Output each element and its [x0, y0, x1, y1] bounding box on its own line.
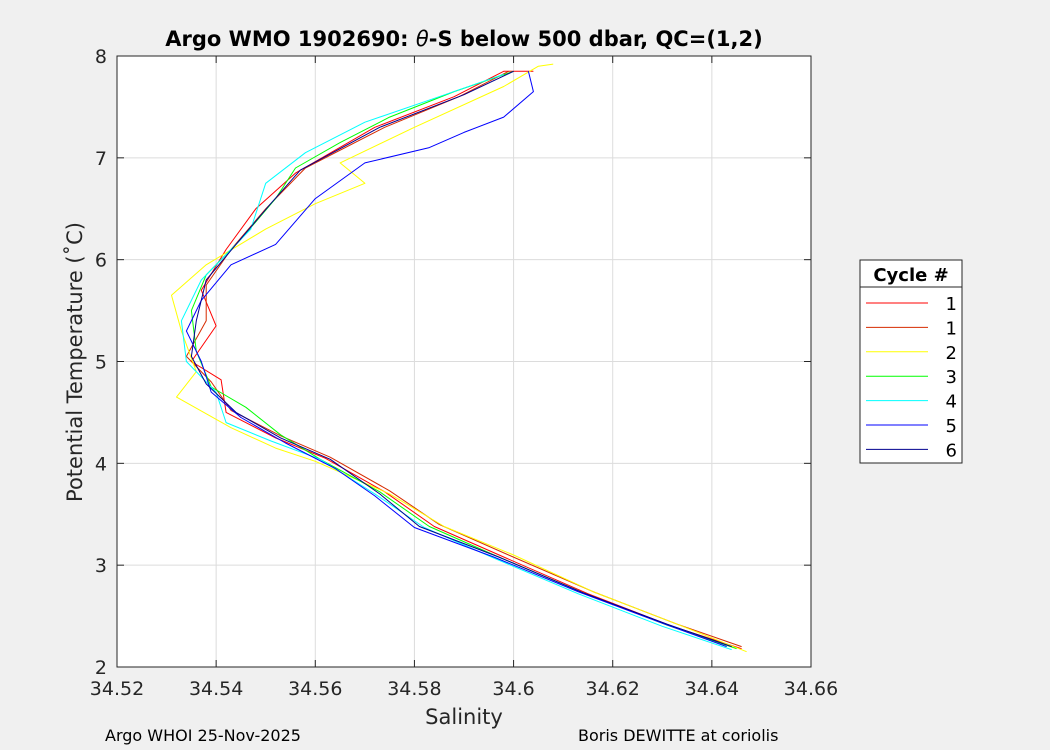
legend-label: 5 [946, 416, 957, 437]
x-tick-label: 34.66 [784, 678, 838, 700]
series-line-cycle-1-0 [190, 70, 742, 650]
series-line-cycle-5-5 [185, 71, 727, 648]
y-tick-label: 5 [95, 352, 107, 374]
series-line-cycle-1-1 [185, 70, 742, 648]
y-tick-label: 4 [95, 453, 107, 475]
legend-label: 6 [946, 440, 957, 461]
legend-entries: 1 1 2 3 4 5 6 [866, 294, 957, 461]
series-layer [171, 63, 747, 653]
series-line-cycle-2-2 [171, 63, 747, 653]
x-tick-label: 34.58 [387, 678, 441, 700]
y-tick-label: 3 [95, 555, 107, 577]
x-tick-label: 34.64 [685, 678, 739, 700]
series-line-cycle-6-6 [190, 70, 732, 648]
x-tick-label: 34.62 [586, 678, 640, 700]
legend: Cycle # 1 1 2 3 4 5 6 [859, 259, 963, 464]
x-axis-label: Salinity [425, 705, 503, 729]
y-ticks: 2 3 4 5 6 7 8 [95, 46, 811, 679]
legend-label: 4 [946, 392, 957, 413]
y-axis-label: Potential Temperature (˚C) [63, 222, 87, 502]
legend-label: 1 [946, 318, 957, 339]
y-tick-label: 7 [95, 148, 107, 170]
x-tick-label: 34.54 [189, 678, 243, 700]
x-tick-label: 34.52 [90, 678, 144, 700]
legend-label: 1 [946, 294, 957, 315]
y-tick-label: 6 [95, 250, 107, 272]
x-tick-label: 34.56 [288, 678, 342, 700]
legend-title: Cycle # [873, 265, 948, 286]
y-tick-label: 2 [95, 657, 107, 679]
chart-title: Argo WMO 1902690: θ-S below 500 dbar, QC… [165, 27, 762, 51]
series-line-cycle-4-4 [180, 73, 732, 651]
x-tick-label: 34.6 [492, 678, 534, 700]
legend-box [859, 259, 963, 464]
legend-label: 3 [946, 367, 957, 388]
x-ticks: 34.52 34.54 34.56 34.58 34.6 34.62 34.64 34.66 [90, 56, 838, 700]
footer-left: Argo WHOI 25-Nov-2025 [105, 726, 301, 745]
y-tick-label: 8 [95, 46, 107, 68]
legend-label: 2 [946, 343, 957, 364]
footer-right: Boris DEWITTE at coriolis [578, 726, 778, 745]
